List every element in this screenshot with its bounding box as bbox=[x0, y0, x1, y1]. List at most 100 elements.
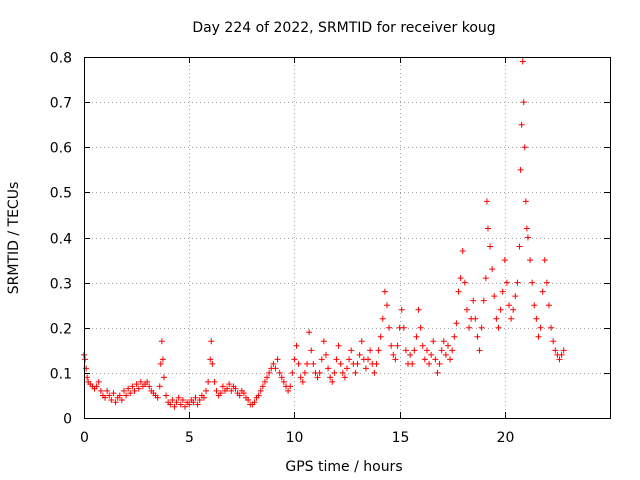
data-point bbox=[517, 166, 524, 173]
x-tick-label: 10 bbox=[286, 430, 304, 446]
data-point bbox=[320, 338, 327, 345]
data-point bbox=[497, 306, 504, 313]
data-point bbox=[493, 315, 500, 322]
data-point bbox=[440, 338, 447, 345]
data-point bbox=[194, 401, 201, 408]
data-point bbox=[390, 351, 397, 358]
data-point bbox=[261, 378, 268, 385]
data-point bbox=[278, 374, 285, 381]
data-point bbox=[208, 338, 215, 345]
data-point bbox=[264, 374, 271, 381]
data-point bbox=[154, 394, 161, 401]
data-point bbox=[527, 257, 534, 264]
data-point bbox=[102, 394, 109, 401]
data-point bbox=[518, 121, 525, 128]
data-point bbox=[519, 58, 526, 65]
data-point bbox=[482, 275, 489, 282]
data-point bbox=[383, 302, 390, 309]
x-tick-label: 5 bbox=[185, 430, 194, 446]
data-point bbox=[501, 257, 508, 264]
data-point bbox=[495, 324, 502, 331]
data-point bbox=[434, 369, 441, 376]
y-tick-label: 0.1 bbox=[50, 367, 72, 383]
data-point bbox=[219, 383, 226, 390]
data-point bbox=[255, 392, 262, 399]
data-point bbox=[325, 365, 332, 372]
data-point bbox=[179, 396, 186, 403]
y-tick-label: 0.3 bbox=[50, 277, 72, 293]
data-point bbox=[537, 324, 544, 331]
data-point bbox=[556, 356, 563, 363]
x-tick-label: 20 bbox=[497, 430, 515, 446]
data-point bbox=[146, 383, 153, 390]
data-point bbox=[171, 403, 178, 410]
data-point bbox=[116, 392, 123, 399]
data-point bbox=[306, 329, 313, 336]
data-point bbox=[285, 387, 292, 394]
data-point bbox=[127, 390, 134, 397]
data-point bbox=[129, 383, 136, 390]
data-point bbox=[295, 360, 302, 367]
data-point bbox=[192, 394, 199, 401]
data-point bbox=[487, 243, 494, 250]
data-point bbox=[499, 288, 506, 295]
data-point bbox=[489, 266, 496, 273]
data-point bbox=[535, 333, 542, 340]
data-point bbox=[388, 342, 395, 349]
chart-title: Day 224 of 2022, SRMTID for receiver kou… bbox=[192, 20, 495, 36]
data-point bbox=[331, 369, 338, 376]
data-point bbox=[472, 315, 479, 322]
data-point bbox=[304, 360, 311, 367]
data-point bbox=[337, 360, 344, 367]
data-point bbox=[421, 356, 428, 363]
data-points bbox=[81, 58, 567, 410]
data-point bbox=[327, 374, 334, 381]
data-point bbox=[160, 374, 167, 381]
data-point bbox=[453, 320, 460, 327]
data-point bbox=[104, 387, 111, 394]
data-point bbox=[514, 279, 521, 286]
data-point bbox=[118, 396, 125, 403]
data-point bbox=[181, 403, 188, 410]
data-point bbox=[232, 385, 239, 392]
data-point bbox=[341, 374, 348, 381]
x-tick-label: 0 bbox=[80, 430, 89, 446]
data-point bbox=[358, 338, 365, 345]
data-point bbox=[470, 297, 477, 304]
data-point bbox=[186, 401, 193, 408]
data-point bbox=[156, 383, 163, 390]
data-point bbox=[308, 347, 315, 354]
data-point bbox=[474, 333, 481, 340]
data-point bbox=[348, 347, 355, 354]
y-tick-label: 0.4 bbox=[50, 232, 72, 248]
data-point bbox=[432, 356, 439, 363]
data-point bbox=[436, 360, 443, 367]
data-point bbox=[480, 297, 487, 304]
data-point bbox=[131, 387, 138, 394]
data-point bbox=[316, 369, 323, 376]
data-point bbox=[318, 356, 325, 363]
data-point bbox=[548, 324, 555, 331]
data-point bbox=[484, 225, 491, 232]
data-point bbox=[451, 333, 458, 340]
data-point bbox=[543, 279, 550, 286]
data-point bbox=[447, 356, 454, 363]
data-point bbox=[354, 360, 361, 367]
axis-ticks bbox=[84, 57, 610, 419]
data-point bbox=[379, 315, 386, 322]
data-point bbox=[335, 342, 342, 349]
data-point bbox=[491, 293, 498, 300]
data-point bbox=[415, 306, 422, 313]
data-point bbox=[476, 347, 483, 354]
y-axis-label: SRMTID / TECUs bbox=[6, 182, 22, 295]
data-point bbox=[93, 383, 100, 390]
data-point bbox=[402, 347, 409, 354]
data-point bbox=[110, 390, 117, 397]
data-point bbox=[207, 356, 214, 363]
data-point bbox=[135, 385, 142, 392]
data-point bbox=[205, 378, 212, 385]
data-point bbox=[394, 342, 401, 349]
data-point bbox=[226, 381, 233, 388]
data-point bbox=[423, 347, 430, 354]
data-point bbox=[333, 356, 340, 363]
